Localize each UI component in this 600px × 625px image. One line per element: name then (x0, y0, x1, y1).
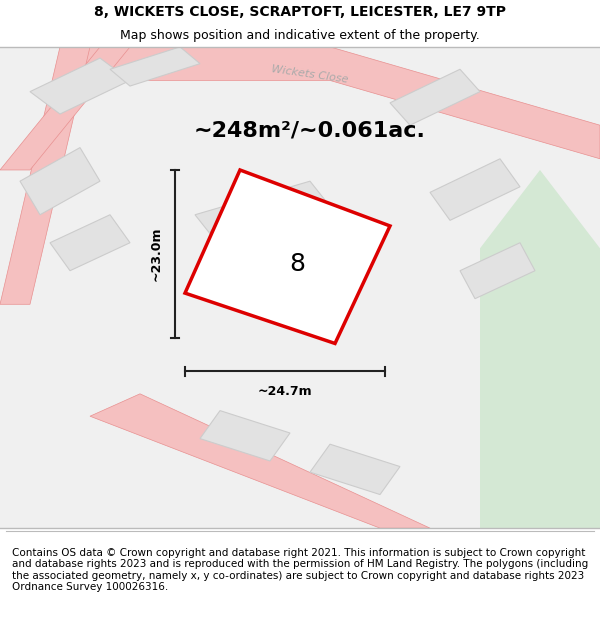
Polygon shape (30, 58, 130, 114)
Polygon shape (480, 170, 600, 528)
Polygon shape (390, 69, 480, 125)
Text: ~24.7m: ~24.7m (257, 385, 313, 398)
Polygon shape (195, 181, 350, 265)
Text: ~248m²/~0.061ac.: ~248m²/~0.061ac. (194, 121, 426, 141)
Polygon shape (90, 394, 430, 528)
Text: 8, WICKETS CLOSE, SCRAPTOFT, LEICESTER, LE7 9TP: 8, WICKETS CLOSE, SCRAPTOFT, LEICESTER, … (94, 5, 506, 19)
Text: Wickets Close: Wickets Close (271, 64, 349, 85)
Polygon shape (460, 242, 535, 299)
Text: Wickets Close: Wickets Close (207, 225, 273, 282)
Polygon shape (185, 170, 390, 344)
Polygon shape (200, 411, 290, 461)
Polygon shape (430, 159, 520, 221)
Polygon shape (50, 215, 130, 271)
Polygon shape (20, 148, 100, 215)
Polygon shape (0, 47, 130, 170)
Polygon shape (0, 47, 90, 304)
Text: ~23.0m: ~23.0m (150, 227, 163, 281)
Polygon shape (110, 47, 200, 86)
Polygon shape (80, 47, 600, 159)
Text: Contains OS data © Crown copyright and database right 2021. This information is : Contains OS data © Crown copyright and d… (12, 548, 588, 592)
Polygon shape (310, 444, 400, 494)
Text: 8: 8 (290, 252, 305, 276)
Text: Map shows position and indicative extent of the property.: Map shows position and indicative extent… (120, 29, 480, 42)
